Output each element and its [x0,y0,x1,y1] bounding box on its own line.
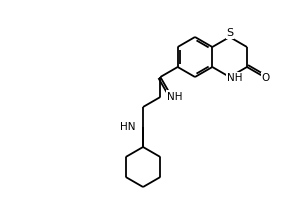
Text: HN: HN [119,122,135,132]
Text: S: S [226,28,233,38]
Text: NH: NH [227,73,242,83]
Text: NH: NH [167,92,183,102]
Text: O: O [167,91,175,101]
Text: O: O [261,73,270,83]
